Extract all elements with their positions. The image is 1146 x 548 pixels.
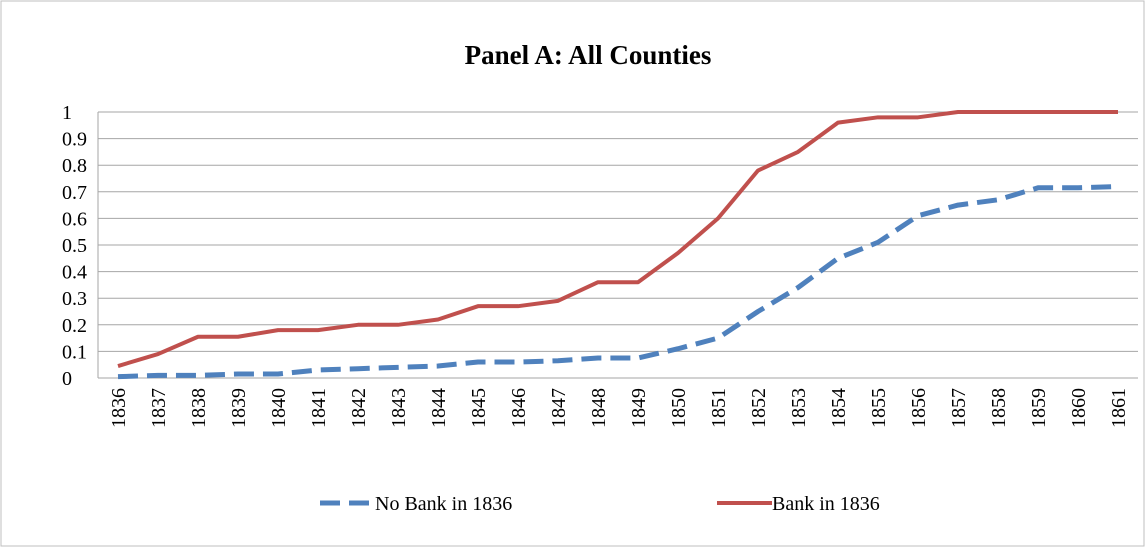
x-tick-label: 1859: [1028, 388, 1050, 428]
x-tick-label: 1839: [228, 388, 250, 428]
x-tick-label: 1841: [308, 388, 330, 428]
x-tick-label: 1858: [988, 388, 1010, 428]
x-tick-label: 1851: [708, 388, 730, 428]
x-tick-label: 1847: [548, 388, 570, 428]
x-tick-label: 1838: [188, 388, 210, 428]
legend-label: No Bank in 1836: [375, 493, 512, 515]
x-tick-label: 1853: [788, 388, 810, 428]
y-tick-label: 0.9: [62, 129, 87, 151]
y-tick-label: 1: [62, 102, 72, 124]
x-tick-label: 1852: [748, 388, 770, 428]
x-tick-label: 1861: [1108, 388, 1130, 428]
x-tick-label: 1843: [388, 388, 410, 428]
x-tick-label: 1836: [108, 388, 130, 428]
x-tick-label: 1845: [468, 388, 490, 428]
series-line: [117, 183, 1119, 380]
x-tick-label: 1848: [588, 388, 610, 428]
x-tick-label: 1840: [268, 388, 290, 428]
x-tick-label: 1854: [828, 388, 850, 428]
y-tick-label: 0.2: [62, 315, 87, 337]
x-tick-label: 1846: [508, 388, 530, 428]
chart-title: Panel A: All Counties: [465, 40, 712, 70]
y-tick-label: 0.3: [62, 288, 87, 310]
y-tick-label: 0.6: [62, 208, 87, 230]
legend-label: Bank in 1836: [772, 493, 880, 515]
y-tick-label: 0.7: [62, 182, 87, 204]
y-tick-label: 0: [62, 368, 72, 390]
y-tick-label: 0.1: [62, 341, 87, 363]
x-tick-label: 1850: [668, 388, 690, 428]
y-tick-label: 0.5: [62, 235, 87, 257]
y-tick-label: 0.8: [62, 155, 87, 177]
x-tick-label: 1860: [1068, 388, 1090, 428]
x-tick-label: 1855: [868, 388, 890, 428]
x-tick-label: 1837: [148, 388, 170, 428]
y-tick-label: 0.4: [62, 262, 87, 284]
x-tick-label: 1842: [348, 388, 370, 428]
x-tick-label: 1844: [428, 388, 450, 428]
x-tick-label: 1849: [628, 388, 650, 428]
x-tick-label: 1856: [908, 388, 930, 428]
x-tick-label: 1857: [948, 388, 970, 428]
series-line: [117, 110, 1118, 368]
